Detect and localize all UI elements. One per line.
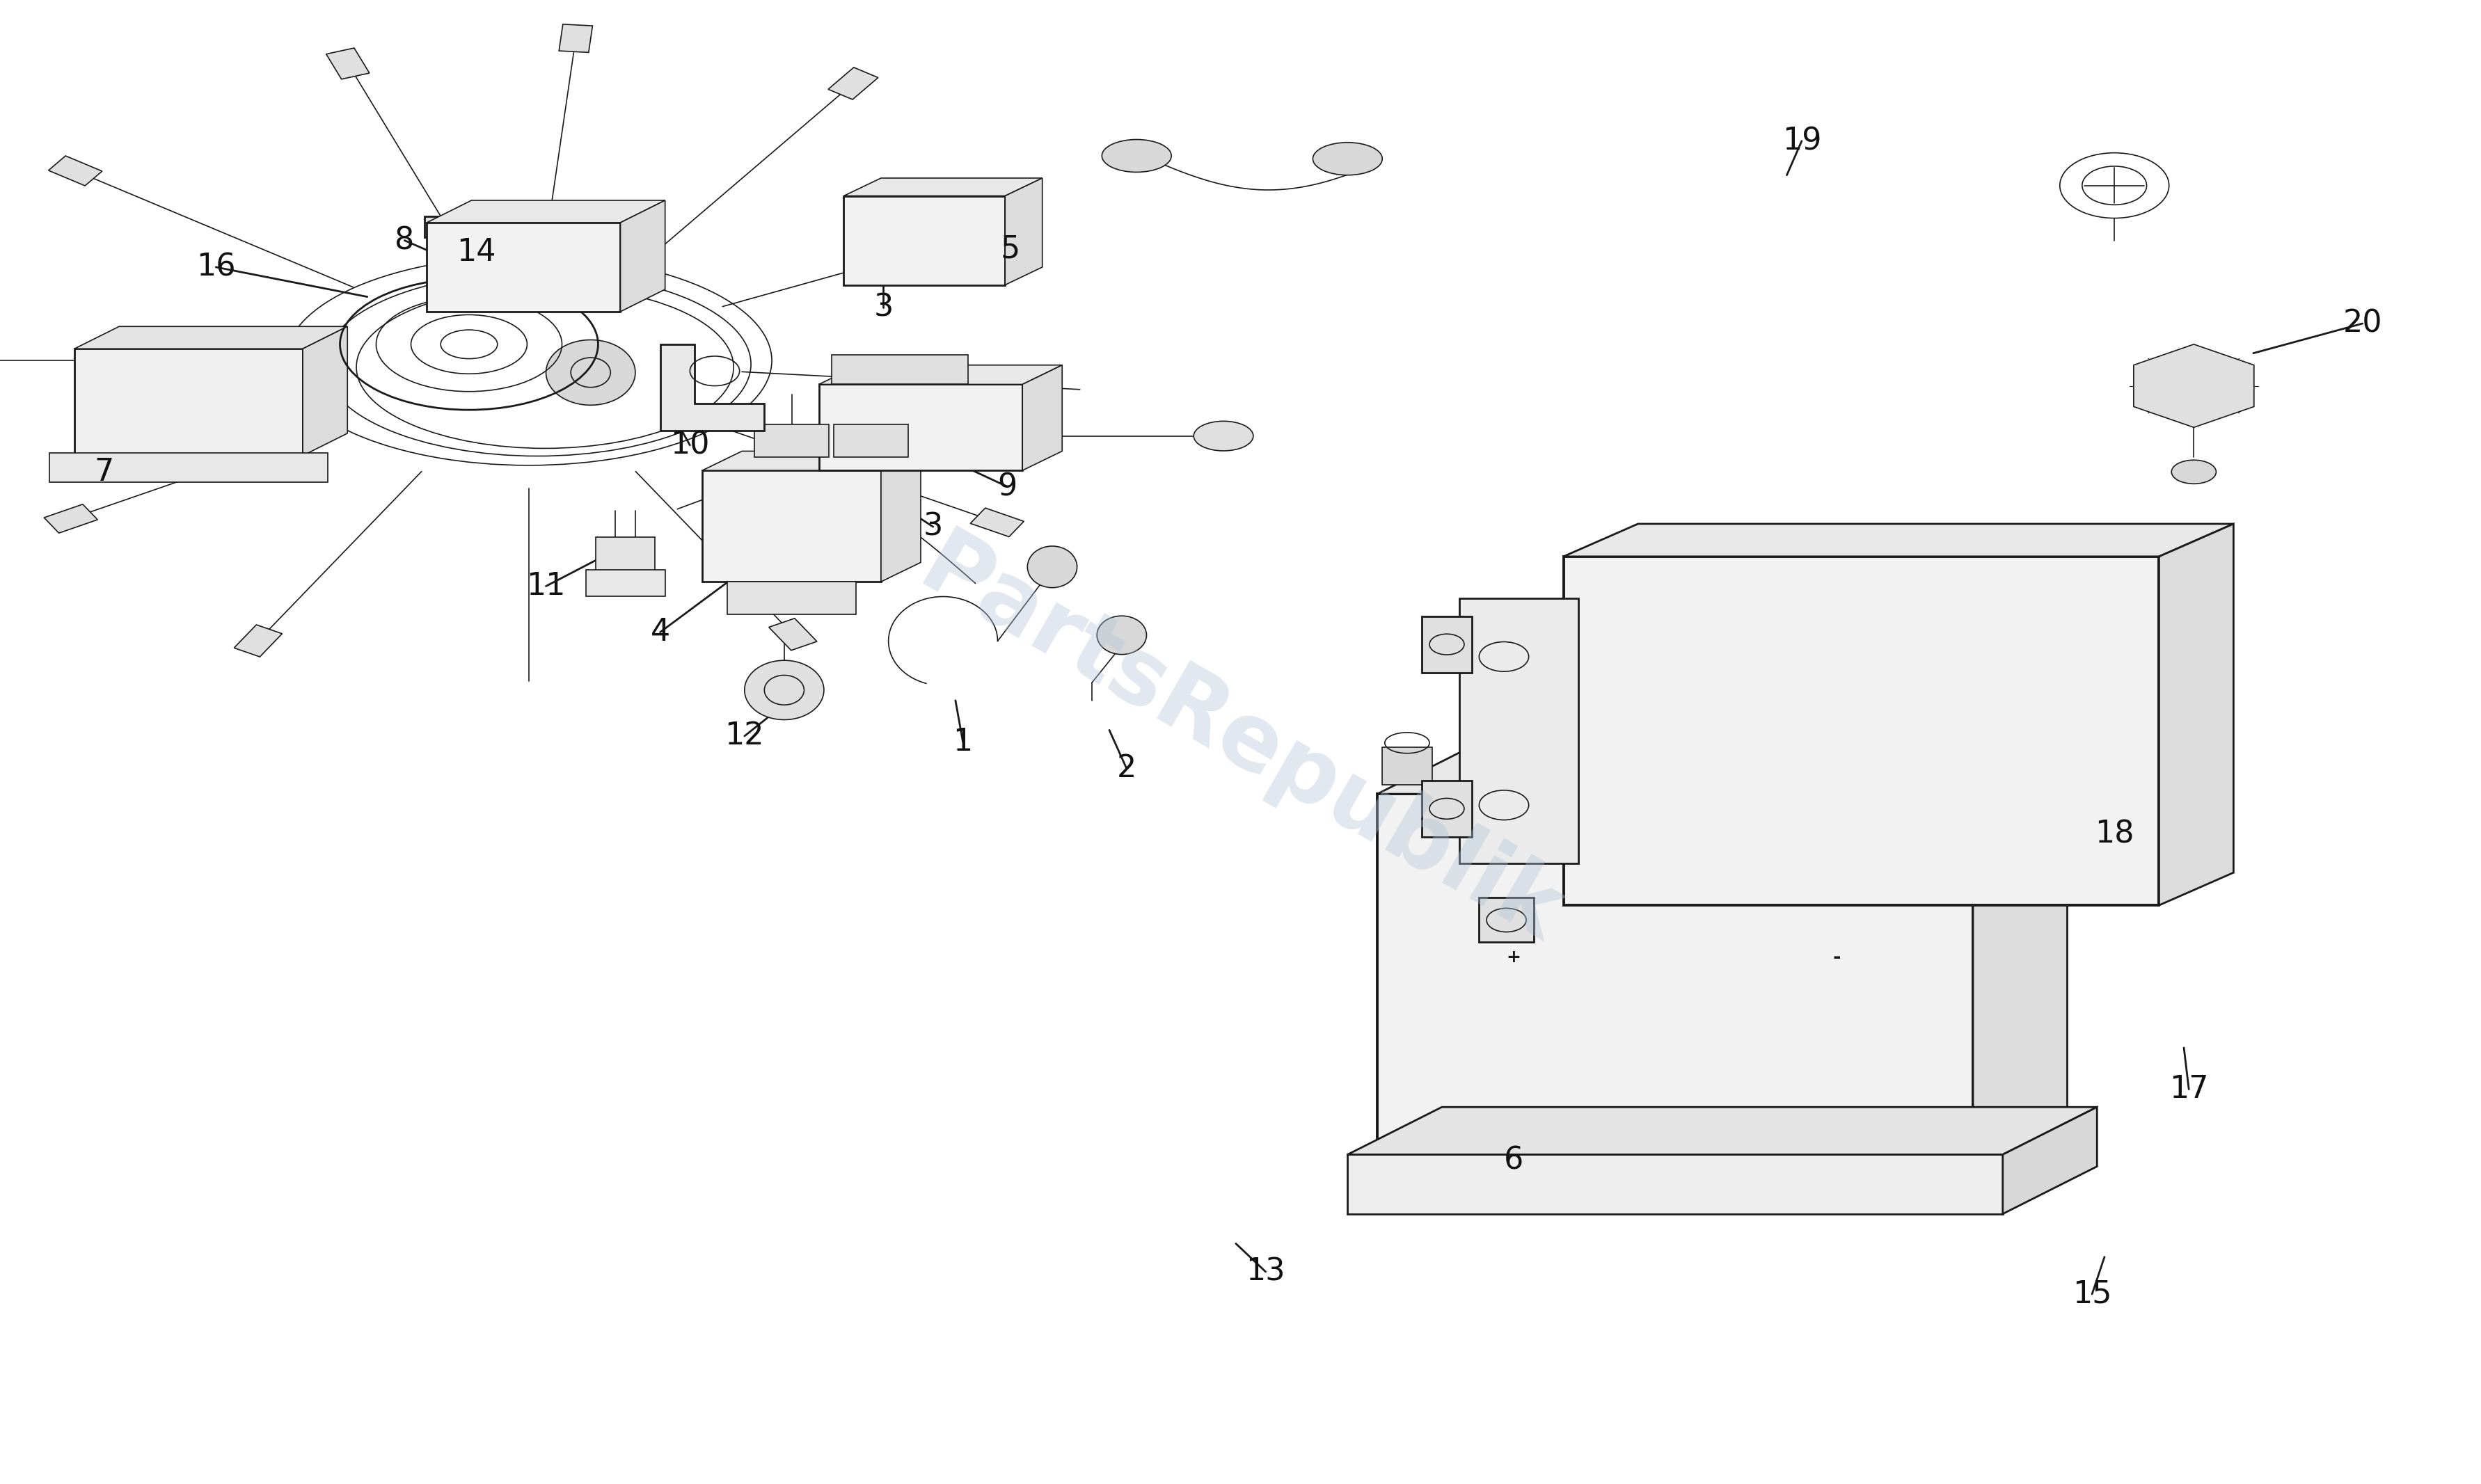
Text: 3: 3 bbox=[873, 292, 893, 322]
Text: 13: 13 bbox=[1245, 1257, 1285, 1287]
Polygon shape bbox=[1377, 746, 2067, 794]
Bar bbox=[1595, 748, 1645, 785]
Ellipse shape bbox=[1312, 142, 1382, 175]
Polygon shape bbox=[769, 619, 816, 650]
Text: 10: 10 bbox=[670, 430, 710, 460]
Bar bbox=[834, 424, 908, 457]
Polygon shape bbox=[1972, 746, 2067, 1158]
Polygon shape bbox=[325, 47, 370, 79]
Text: 1: 1 bbox=[953, 727, 973, 757]
Bar bbox=[844, 196, 1005, 285]
Text: 3: 3 bbox=[923, 512, 943, 542]
Text: 2: 2 bbox=[1116, 754, 1136, 784]
Bar bbox=[74, 349, 303, 456]
Ellipse shape bbox=[1193, 421, 1253, 451]
Bar bbox=[444, 237, 494, 279]
Polygon shape bbox=[844, 178, 1042, 196]
Polygon shape bbox=[620, 200, 665, 312]
Polygon shape bbox=[1005, 178, 1042, 285]
Text: 16: 16 bbox=[196, 252, 236, 282]
Polygon shape bbox=[427, 200, 665, 223]
Polygon shape bbox=[50, 156, 102, 186]
Text: -: - bbox=[1831, 948, 1841, 968]
Text: 8: 8 bbox=[394, 226, 414, 255]
Polygon shape bbox=[558, 24, 593, 52]
Polygon shape bbox=[2002, 1107, 2096, 1214]
Ellipse shape bbox=[2171, 460, 2216, 484]
Text: PartsRepublik: PartsRepublik bbox=[906, 522, 1575, 962]
Polygon shape bbox=[829, 67, 878, 99]
Text: 5: 5 bbox=[1000, 234, 1020, 264]
Bar bbox=[1704, 748, 1754, 785]
Polygon shape bbox=[233, 625, 283, 657]
Polygon shape bbox=[2134, 344, 2253, 427]
Bar bbox=[1811, 748, 1861, 785]
Polygon shape bbox=[45, 505, 97, 533]
Text: 19: 19 bbox=[1781, 126, 1821, 156]
Polygon shape bbox=[1022, 365, 1062, 470]
Text: 6: 6 bbox=[1503, 1146, 1523, 1175]
Ellipse shape bbox=[1102, 139, 1171, 172]
Polygon shape bbox=[424, 217, 514, 237]
Polygon shape bbox=[881, 451, 920, 582]
Ellipse shape bbox=[1027, 546, 1077, 588]
Bar bbox=[50, 453, 327, 482]
Polygon shape bbox=[74, 326, 347, 349]
Bar bbox=[1377, 794, 1972, 1158]
Polygon shape bbox=[970, 508, 1025, 537]
Text: 4: 4 bbox=[650, 617, 670, 647]
Polygon shape bbox=[1347, 1107, 2096, 1155]
Bar bbox=[427, 223, 620, 312]
Bar bbox=[1489, 748, 1538, 785]
Text: 11: 11 bbox=[526, 571, 566, 601]
Bar bbox=[1459, 598, 1578, 864]
Bar bbox=[727, 582, 856, 614]
Bar bbox=[586, 570, 665, 597]
Ellipse shape bbox=[744, 660, 824, 720]
Ellipse shape bbox=[1097, 616, 1146, 654]
Text: +: + bbox=[1506, 950, 1521, 966]
Text: 14: 14 bbox=[457, 237, 496, 267]
Polygon shape bbox=[819, 365, 1062, 384]
Text: 18: 18 bbox=[2094, 819, 2134, 849]
Text: 7: 7 bbox=[94, 457, 114, 487]
Ellipse shape bbox=[546, 340, 635, 405]
Bar bbox=[1347, 1155, 2002, 1214]
Polygon shape bbox=[1563, 524, 2233, 556]
Bar bbox=[1479, 898, 1533, 942]
Polygon shape bbox=[2158, 524, 2233, 905]
Text: 15: 15 bbox=[2072, 1279, 2111, 1309]
Text: 20: 20 bbox=[2342, 309, 2382, 338]
Polygon shape bbox=[660, 344, 764, 430]
Bar bbox=[1563, 556, 2158, 905]
Bar bbox=[831, 355, 968, 384]
Text: 17: 17 bbox=[2168, 1074, 2208, 1104]
Bar bbox=[1422, 616, 1471, 672]
Bar bbox=[819, 384, 1022, 470]
Text: 12: 12 bbox=[724, 721, 764, 751]
Bar bbox=[754, 424, 829, 457]
Bar bbox=[1422, 781, 1471, 837]
Bar bbox=[1382, 748, 1432, 785]
Text: 9: 9 bbox=[997, 472, 1017, 502]
Bar bbox=[595, 537, 655, 574]
Bar bbox=[1918, 748, 1967, 785]
Polygon shape bbox=[702, 451, 920, 470]
Polygon shape bbox=[303, 326, 347, 456]
Bar bbox=[702, 470, 881, 582]
